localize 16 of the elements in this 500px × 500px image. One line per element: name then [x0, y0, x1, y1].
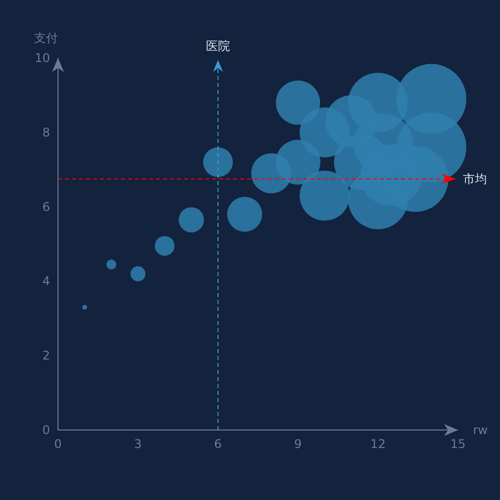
y-tick-label: 2 [42, 348, 50, 363]
x-axis-title: rw [473, 423, 488, 437]
x-tick-label: 3 [134, 437, 142, 451]
ref-line-label: 市均 [463, 172, 487, 186]
y-tick-label: 10 [34, 51, 50, 65]
y-tick-label: 6 [42, 200, 50, 214]
x-tick-label: 12 [370, 437, 386, 451]
x-tick-label: 15 [450, 437, 466, 451]
x-tick-label: 9 [294, 437, 302, 451]
y-axis-title: 支付 [34, 31, 58, 45]
y-tick-label: 8 [42, 125, 50, 140]
x-tick-label: 6 [214, 437, 222, 451]
ref-line-label: 医院 [206, 39, 230, 53]
x-tick-label: 0 [54, 437, 62, 451]
y-tick-label: 4 [42, 274, 50, 288]
y-tick-label: 0 [42, 423, 50, 437]
